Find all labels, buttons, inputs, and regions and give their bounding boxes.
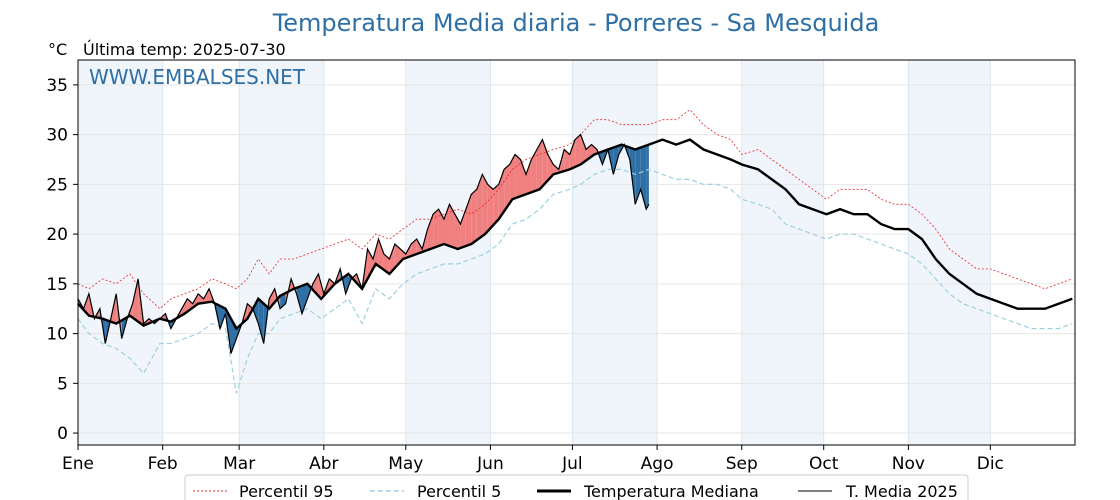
legend-label-p5: Percentil 5 xyxy=(417,482,501,500)
x-tick-label: Ene xyxy=(62,454,94,474)
anomaly-below xyxy=(258,298,264,344)
anomaly-above xyxy=(132,278,139,322)
series-line-mean2025 xyxy=(77,133,650,354)
anomaly-above xyxy=(433,209,439,249)
y-unit-label: °C xyxy=(48,40,67,59)
legend-label-median: Temperatura Mediana xyxy=(583,482,759,500)
anomaly-fill xyxy=(78,134,649,354)
last-temp-label: Última temp: 2025-07-30 xyxy=(83,40,286,59)
watermark: WWW.EMBALSES.NET xyxy=(89,65,306,89)
series-lines xyxy=(77,109,1073,394)
x-tick-label: Mar xyxy=(223,454,255,474)
legend-label-mean2025: T. Media 2025 xyxy=(845,482,958,500)
x-axis: Ene Feb Mar Abr May Jun Jul Ago Sep Oct Nov Dic xyxy=(62,445,1004,474)
y-tick-label: 0 xyxy=(57,424,68,444)
anomaly-below xyxy=(220,305,226,329)
anomaly-above xyxy=(536,139,543,191)
month-shade-mar xyxy=(239,60,324,445)
y-tick-label: 15 xyxy=(46,275,68,295)
chart-title: Temperatura Media diaria - Porreres - Sa… xyxy=(272,9,880,37)
x-tick-label: Jul xyxy=(561,454,583,474)
y-tick-label: 10 xyxy=(46,325,68,345)
anomaly-above xyxy=(373,239,379,269)
x-tick-label: Abr xyxy=(309,454,338,474)
anomaly-above xyxy=(569,139,576,170)
y-tick-label: 20 xyxy=(46,225,68,245)
x-tick-label: Feb xyxy=(148,454,178,474)
anomaly-above xyxy=(476,174,483,241)
anomaly-below xyxy=(646,144,649,210)
month-shade-jul xyxy=(572,60,658,445)
anomaly-above xyxy=(471,189,477,245)
anomaly-below xyxy=(252,298,259,324)
anomaly-above xyxy=(181,298,188,316)
anomaly-below xyxy=(635,147,641,205)
x-tick-label: Dic xyxy=(977,454,1004,474)
y-tick-label: 35 xyxy=(46,76,68,96)
anomaly-above xyxy=(482,174,488,237)
anomaly-above xyxy=(575,134,581,167)
anomaly-above xyxy=(525,159,532,195)
series-line-p5 xyxy=(77,168,1073,394)
anomaly-above xyxy=(427,214,434,251)
anomaly-above xyxy=(493,184,499,226)
anomaly-above xyxy=(515,154,521,199)
y-tick-label: 5 xyxy=(57,374,68,394)
anomaly-above xyxy=(531,149,537,193)
x-tick-label: Jun xyxy=(476,454,504,474)
plot-frame xyxy=(77,59,1076,446)
anomaly-above xyxy=(520,159,526,197)
y-axis: 0 5 10 15 20 25 30 35 xyxy=(46,76,78,444)
anomaly-above xyxy=(198,293,204,304)
anomaly-above xyxy=(438,209,445,247)
anomaly-above xyxy=(504,164,510,212)
anomaly-above xyxy=(564,149,570,172)
anomaly-above xyxy=(449,204,455,249)
month-shade-ene xyxy=(78,60,163,445)
anomaly-above xyxy=(444,204,450,247)
month-shade-nov xyxy=(908,60,991,445)
anomaly-above xyxy=(547,154,554,181)
x-tick-label: Nov xyxy=(892,454,925,474)
series-line-median xyxy=(77,138,1073,331)
legend-box xyxy=(184,474,969,500)
y-tick-label: 30 xyxy=(46,126,68,146)
x-tick-label: Oct xyxy=(809,454,839,474)
legend-label-p95: Percentil 95 xyxy=(239,482,334,500)
anomaly-above xyxy=(383,253,390,274)
legend: Percentil 95 Percentil 5 Temperatura Med… xyxy=(184,474,969,500)
x-tick-label: Sep xyxy=(726,454,758,474)
anomaly-above xyxy=(378,239,384,270)
anomaly-above xyxy=(460,209,466,249)
anomaly-above xyxy=(487,184,494,232)
anomaly-above xyxy=(389,244,395,274)
y-tick-label: 25 xyxy=(46,175,68,195)
grid xyxy=(77,60,1075,445)
anomaly-below xyxy=(301,283,308,314)
x-tick-label: May xyxy=(388,454,423,474)
x-tick-label: Ago xyxy=(641,454,674,474)
month-shading xyxy=(78,60,991,445)
month-shade-sep xyxy=(741,60,824,445)
anomaly-above xyxy=(509,154,516,204)
anomaly-above xyxy=(580,134,587,165)
